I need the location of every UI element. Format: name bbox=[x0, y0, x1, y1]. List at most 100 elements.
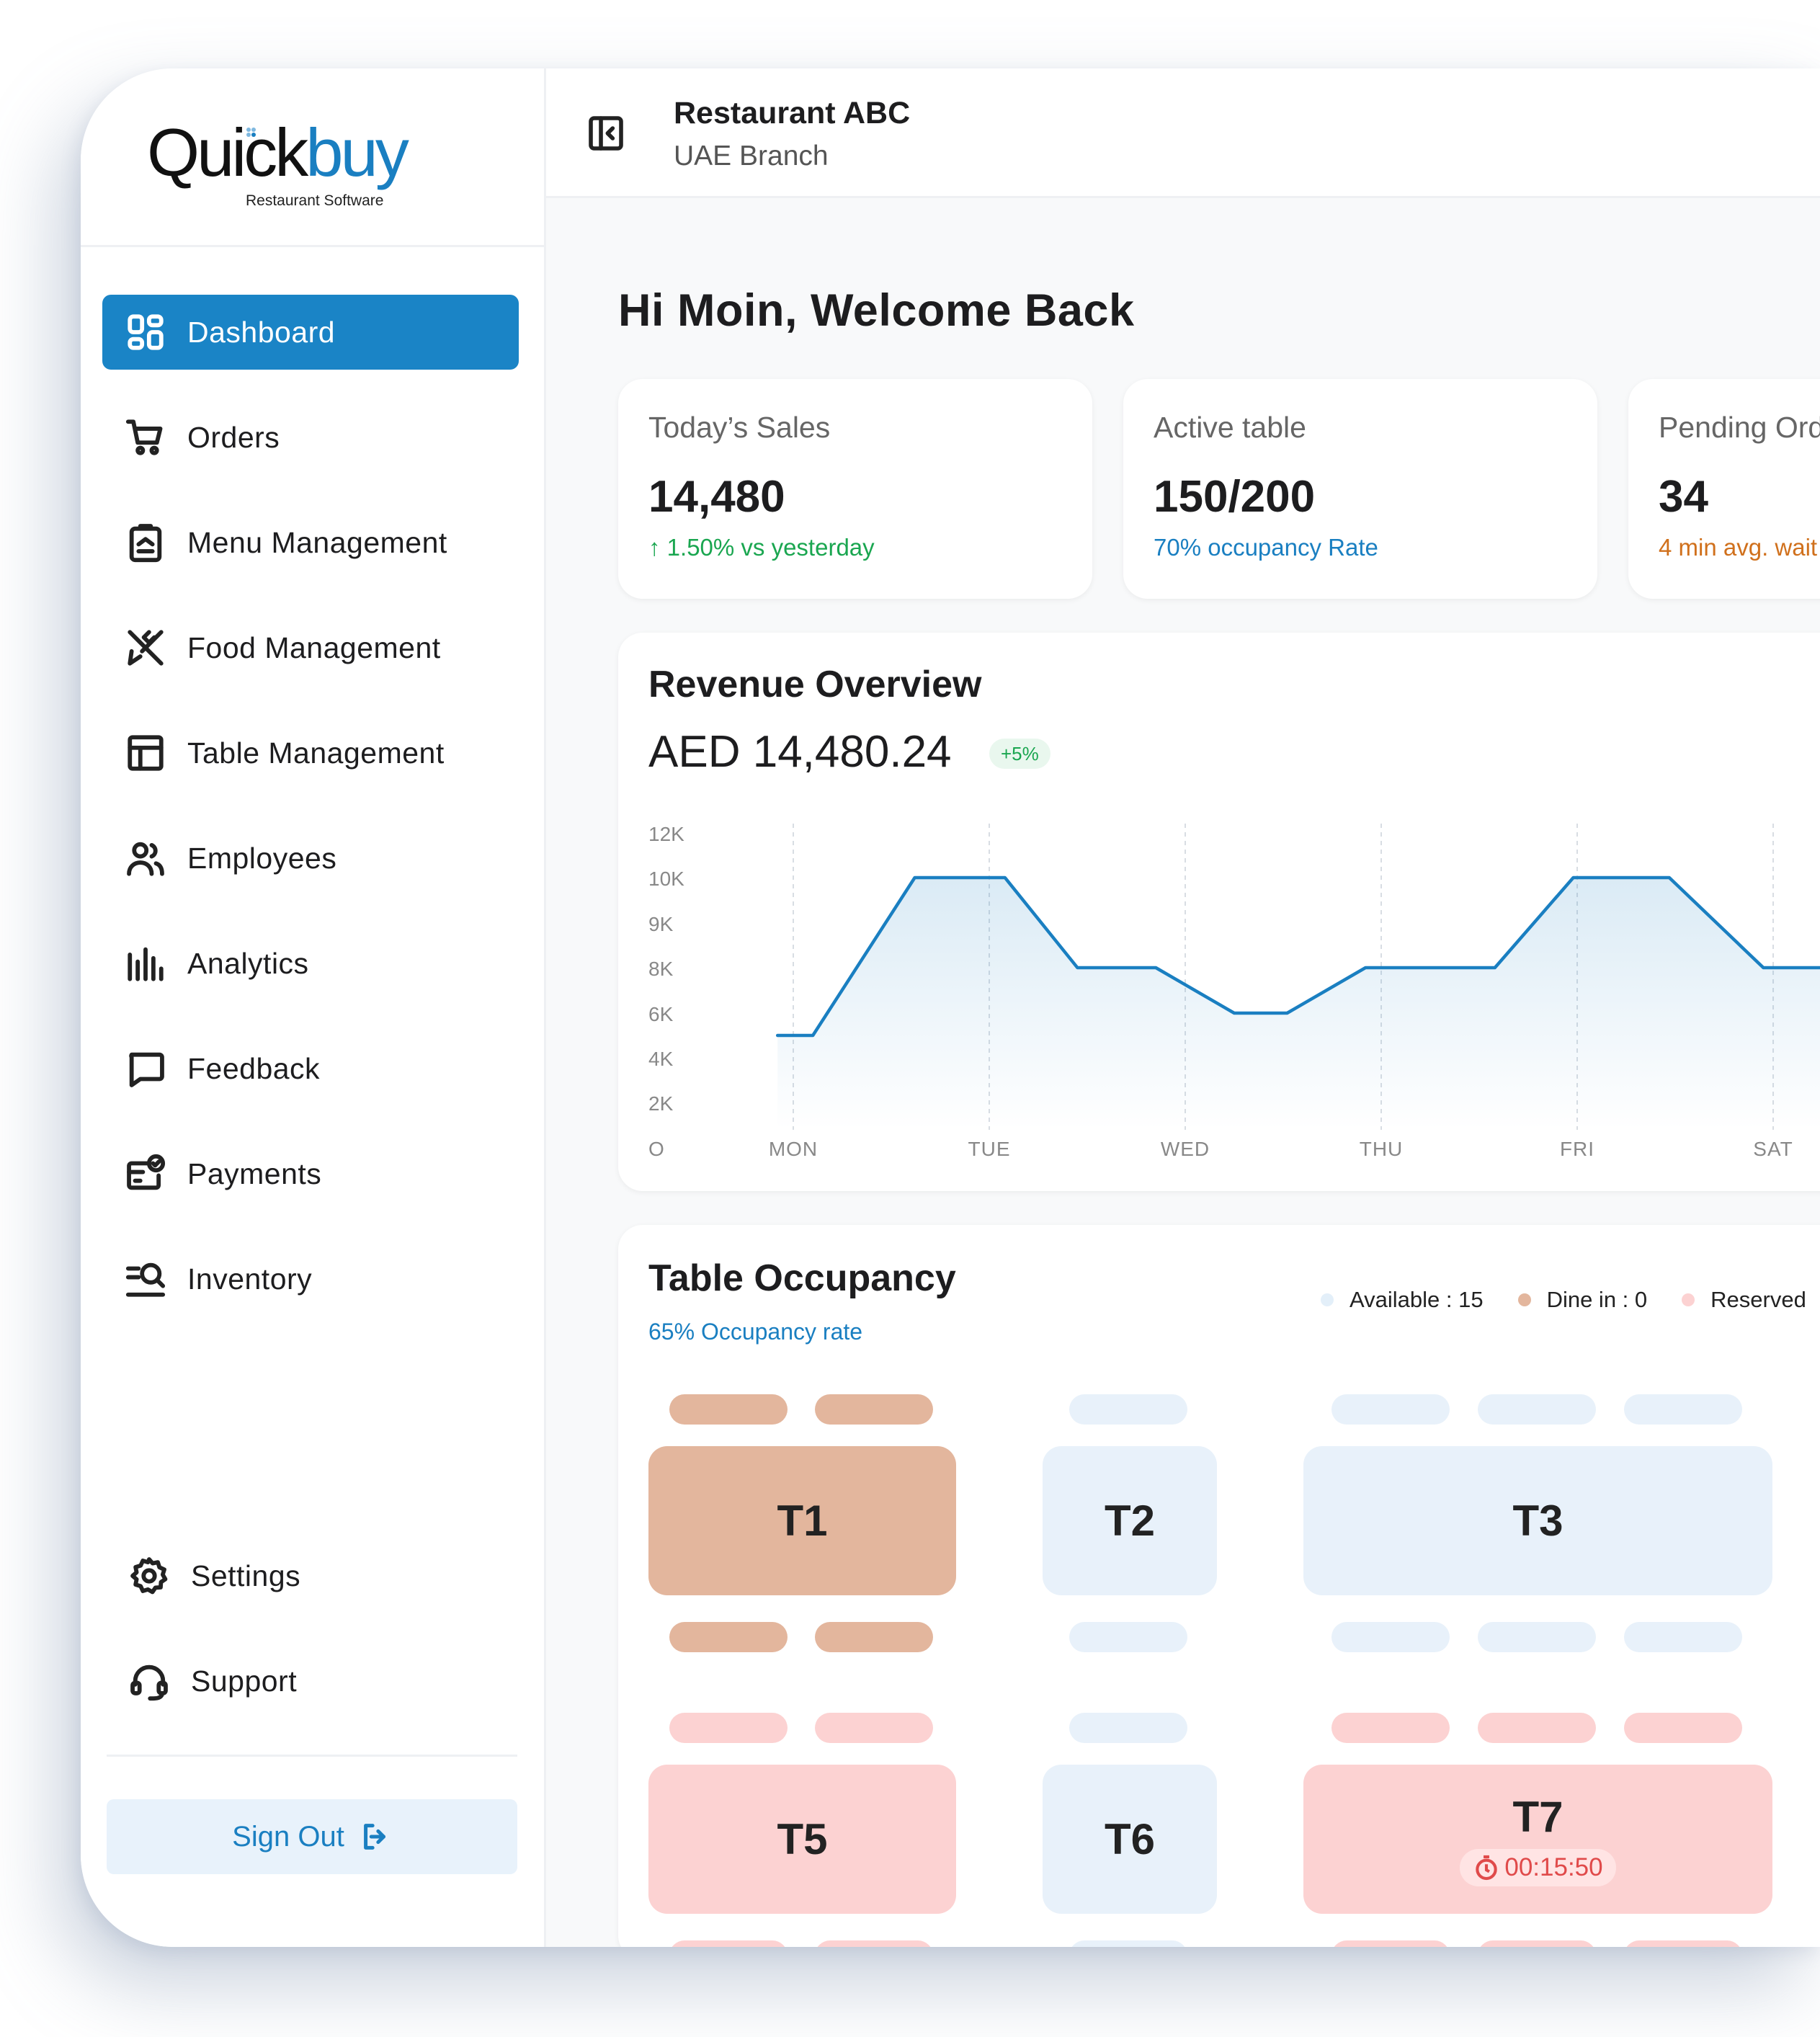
sidebar-item-inventory[interactable]: Inventory bbox=[102, 1242, 519, 1316]
sign-out-button[interactable]: Sign Out bbox=[107, 1799, 517, 1874]
chair bbox=[1624, 1940, 1742, 1947]
chair bbox=[669, 1713, 788, 1743]
sidebar-nav: Dashboard Orders Menu Management Food Ma… bbox=[102, 295, 519, 1347]
stat-card-todays-sales: Today’s Sales 14,480 ↑ 1.50% vs yesterda… bbox=[618, 379, 1092, 599]
x-tick-label: TUE bbox=[968, 1138, 1011, 1160]
revenue-change-badge: +5% bbox=[989, 739, 1050, 769]
legend-item-dine-in: Dine in : 0 bbox=[1517, 1287, 1648, 1313]
sign-out-label: Sign Out bbox=[232, 1820, 344, 1853]
sidebar-item-label: Inventory bbox=[187, 1262, 313, 1296]
legend-label: Dine in : 0 bbox=[1546, 1287, 1648, 1312]
sidebar-item-label: Support bbox=[191, 1664, 298, 1698]
sidebar-item-employees[interactable]: Employees bbox=[102, 821, 519, 896]
chair bbox=[1069, 1940, 1187, 1947]
y-tick-label: 2K bbox=[648, 1092, 674, 1115]
collapse-sidebar-button[interactable] bbox=[586, 113, 626, 153]
occupancy-legend: Available : 15 Dine in : 0 Reserved bbox=[1321, 1287, 1820, 1313]
legend-dot bbox=[1321, 1293, 1334, 1306]
sidebar-divider bbox=[107, 1755, 517, 1757]
sidebar-item-food-management[interactable]: Food Management bbox=[102, 610, 519, 685]
chair bbox=[815, 1394, 933, 1425]
sidebar-item-feedback[interactable]: Feedback bbox=[102, 1031, 519, 1106]
chair bbox=[815, 1622, 933, 1652]
sidebar-collapse-icon bbox=[589, 116, 623, 151]
stat-title: Active table bbox=[1154, 411, 1306, 444]
stat-value: 34 bbox=[1659, 472, 1708, 522]
chair bbox=[1069, 1394, 1187, 1425]
legend-label: Reserved bbox=[1710, 1287, 1806, 1312]
sidebar-item-table-management[interactable]: Table Management bbox=[102, 716, 519, 790]
headset-icon bbox=[128, 1659, 171, 1703]
sidebar-item-support[interactable]: Support bbox=[106, 1644, 522, 1719]
table-t7[interactable]: T7 00:15:50 bbox=[1303, 1765, 1772, 1914]
chair bbox=[1331, 1622, 1450, 1652]
app-window: Quickbuy Restaurant Software Dashboard O… bbox=[81, 68, 1820, 1947]
chair bbox=[815, 1940, 933, 1947]
chair bbox=[1069, 1622, 1187, 1652]
sidebar-item-settings[interactable]: Settings bbox=[106, 1538, 522, 1613]
clipboard-icon bbox=[124, 521, 167, 564]
table-t1[interactable]: T1 bbox=[648, 1446, 956, 1595]
sidebar-item-orders[interactable]: Orders bbox=[102, 400, 519, 475]
sidebar-bottom-nav: Settings Support bbox=[106, 1538, 522, 1749]
table-layout-icon bbox=[124, 731, 167, 775]
sidebar-item-payments[interactable]: Payments bbox=[102, 1136, 519, 1211]
brand-logo[interactable]: Quickbuy Restaurant Software bbox=[81, 68, 546, 247]
table-t6[interactable]: T6 bbox=[1043, 1765, 1217, 1914]
revenue-line-chart: O 2K 4K 6K 8K 9K 10K 12K MON TUE WED THU FRI SAT bbox=[648, 823, 1820, 1160]
stat-note: ↑ 1.50% vs yesterday bbox=[648, 534, 875, 561]
timer-value: 00:15:50 bbox=[1504, 1853, 1603, 1881]
sidebar: Quickbuy Restaurant Software Dashboard O… bbox=[81, 68, 546, 1947]
y-tick-label: 4K bbox=[648, 1048, 674, 1070]
legend-dot bbox=[1682, 1293, 1695, 1306]
chair bbox=[1624, 1622, 1742, 1652]
sidebar-item-label: Dashboard bbox=[187, 315, 336, 349]
page-title: Hi Moin, Welcome Back bbox=[618, 285, 1135, 336]
chair bbox=[1478, 1622, 1596, 1652]
x-tick-label: WED bbox=[1161, 1138, 1210, 1160]
main-content: Restaurant ABC UAE Branch Hi Moin, Welco… bbox=[546, 68, 1820, 1947]
chair bbox=[1331, 1940, 1450, 1947]
x-tick-label: SAT bbox=[1753, 1138, 1793, 1160]
stat-card-pending-orders: Pending Orders 34 4 min avg. wait bbox=[1628, 379, 1820, 599]
dashboard-grid-icon bbox=[124, 311, 167, 354]
series-area bbox=[777, 878, 1820, 1130]
wallet-check-icon bbox=[124, 1152, 167, 1195]
sidebar-item-label: Payments bbox=[187, 1156, 322, 1190]
table-label: T2 bbox=[1104, 1497, 1156, 1545]
table-occupancy-card: Table Occupancy 65% Occupancy rate Avail… bbox=[618, 1225, 1820, 1947]
table-t3[interactable]: T3 bbox=[1303, 1446, 1772, 1595]
chair bbox=[669, 1394, 788, 1425]
users-icon bbox=[124, 837, 167, 880]
stat-note: 70% occupancy Rate bbox=[1154, 534, 1378, 561]
utensils-crossed-icon bbox=[124, 626, 167, 669]
list-search-icon bbox=[124, 1257, 167, 1301]
sidebar-item-label: Settings bbox=[191, 1559, 301, 1592]
sidebar-item-dashboard[interactable]: Dashboard bbox=[102, 295, 519, 370]
table-t5[interactable]: T5 bbox=[648, 1765, 956, 1914]
chair bbox=[1331, 1713, 1450, 1743]
chair bbox=[815, 1713, 933, 1743]
sidebar-item-menu-management[interactable]: Menu Management bbox=[102, 505, 519, 580]
stat-title: Pending Orders bbox=[1659, 411, 1820, 444]
occupancy-rate: 65% Occupancy rate bbox=[648, 1319, 863, 1345]
stat-card-active-table: Active table 150/200 70% occupancy Rate bbox=[1123, 379, 1597, 599]
revenue-overview-card: Revenue Overview AED 14,480.24 +5% O 2K 4K… bbox=[618, 633, 1820, 1191]
x-tick-label: THU bbox=[1360, 1138, 1404, 1160]
legend-item-reserved: Reserved bbox=[1682, 1287, 1806, 1313]
sidebar-item-analytics[interactable]: Analytics bbox=[102, 926, 519, 1001]
x-tick-label: MON bbox=[769, 1138, 818, 1160]
table-label: T7 bbox=[1512, 1793, 1563, 1841]
occupancy-title: Table Occupancy bbox=[648, 1257, 956, 1299]
x-tick-label: FRI bbox=[1560, 1138, 1594, 1160]
bar-analytics-icon bbox=[124, 942, 167, 985]
table-label: T6 bbox=[1104, 1815, 1156, 1863]
chair bbox=[1069, 1713, 1187, 1743]
sidebar-item-label: Food Management bbox=[187, 630, 441, 664]
revenue-title: Revenue Overview bbox=[648, 664, 982, 705]
legend-dot bbox=[1517, 1293, 1531, 1306]
table-t2[interactable]: T2 bbox=[1043, 1446, 1217, 1595]
sidebar-item-label: Table Management bbox=[187, 736, 445, 770]
sidebar-item-label: Menu Management bbox=[187, 525, 447, 559]
series-line bbox=[775, 875, 1820, 1038]
